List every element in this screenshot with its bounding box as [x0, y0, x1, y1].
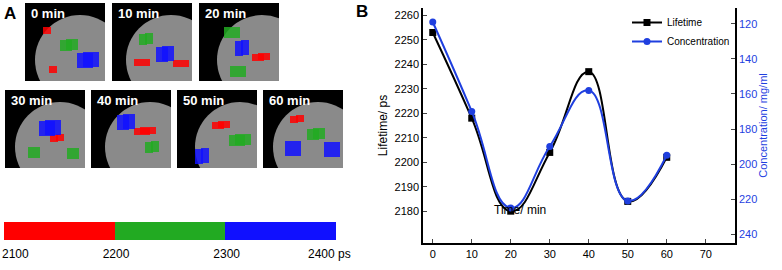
html-text:0 min: 0 min: [31, 6, 65, 21]
svg-text:160: 160: [739, 88, 757, 100]
svg-text:240: 240: [739, 228, 757, 240]
svg-text:2230: 2230: [395, 83, 419, 95]
svg-text:60: 60: [661, 248, 673, 260]
html-text:10 min: 10 min: [118, 6, 160, 21]
svg-text:Concentration/ mg/ml: Concentration/ mg/ml: [757, 73, 769, 178]
html-text:60 min: 60 min: [269, 93, 311, 108]
svg-text:2210: 2210: [395, 132, 419, 144]
svg-text:2180: 2180: [395, 205, 419, 217]
svg-text:2250: 2250: [395, 34, 419, 46]
svg-text:2200: 2200: [395, 156, 419, 168]
svg-text:200: 200: [739, 158, 757, 170]
svg-text:2260: 2260: [395, 9, 419, 21]
svg-text:10: 10: [466, 248, 478, 260]
html-text:B: B: [356, 2, 369, 21]
svg-text:Time/ min: Time/ min: [494, 203, 546, 217]
html-text:2200: 2200: [102, 247, 130, 261]
svg-text:140: 140: [739, 53, 757, 65]
html-text:2100: 2100: [2, 247, 29, 261]
svg-text:50: 50: [622, 248, 634, 260]
svg-text:120: 120: [739, 18, 757, 30]
html-text:50 min: 50 min: [183, 93, 225, 108]
svg-text:Lifetime/ ps: Lifetime/ ps: [376, 95, 390, 156]
html-text:2400 ps: 2400 ps: [308, 247, 351, 261]
svg-text:2190: 2190: [395, 181, 419, 193]
svg-text:220: 220: [739, 193, 757, 205]
svg-text:Concentration: Concentration: [667, 36, 729, 47]
svg-text:2220: 2220: [395, 107, 419, 119]
svg-text:20: 20: [505, 248, 517, 260]
html-text:2300: 2300: [213, 247, 240, 261]
html-text:40 min: 40 min: [97, 93, 139, 108]
svg-text:180: 180: [739, 123, 757, 135]
html-text:30 min: 30 min: [11, 93, 53, 108]
svg-text:0: 0: [430, 248, 436, 260]
svg-text:40: 40: [583, 248, 595, 260]
svg-text:30: 30: [544, 248, 556, 260]
html-text:A: A: [4, 4, 17, 23]
svg-text:Lifetime: Lifetime: [667, 17, 702, 28]
svg-text:2240: 2240: [395, 58, 419, 70]
svg-text:70: 70: [700, 248, 712, 260]
html-text:20 min: 20 min: [205, 6, 247, 21]
